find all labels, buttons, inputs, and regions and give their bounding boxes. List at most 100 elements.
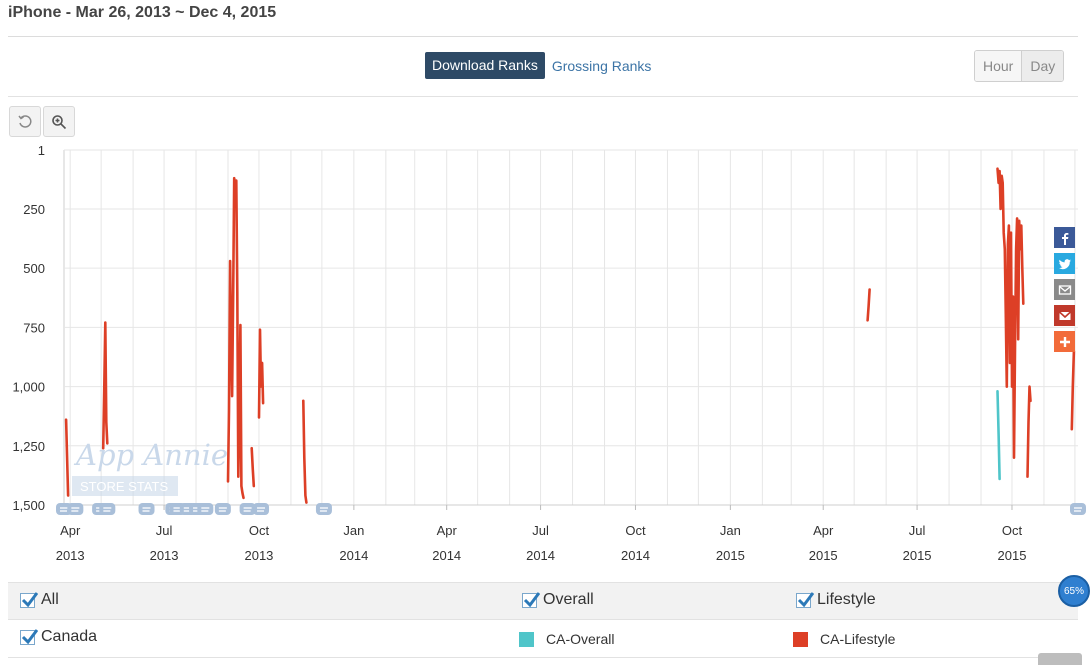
day-button[interactable]: Day: [1021, 51, 1064, 81]
chart-x-axis: Apr 2013 Jul 2013 Oct 2013 Jan 2014 Apr 2014 Jul 20…: [56, 505, 1027, 563]
filter-overall-label: Overall: [543, 591, 594, 608]
download-ranks-tab[interactable]: Download Ranks: [425, 52, 545, 79]
x-tick-year: 2015: [716, 548, 745, 563]
zoom-button[interactable]: [43, 106, 75, 137]
filter-lifestyle-label: Lifestyle: [817, 591, 876, 608]
annotation-marker-icon: [239, 503, 256, 515]
legend-swatch-ca-lifestyle: [793, 631, 808, 647]
chart-y-axis: 1 250 500 750 1,000 1,250 1,500: [12, 143, 45, 513]
x-tick-year: 2014: [339, 548, 368, 563]
y-tick-label: 250: [23, 202, 45, 217]
x-tick-month: Jul: [156, 523, 173, 538]
x-tick-year: 2015: [809, 548, 838, 563]
x-tick-year: 2014: [432, 548, 461, 563]
reset-zoom-button[interactable]: [9, 106, 41, 137]
checkbox-canada[interactable]: [20, 628, 38, 645]
series-ca-lifestyle: [64, 167, 1076, 504]
checkmark-icon: [21, 591, 38, 607]
divider: [8, 96, 1078, 97]
legend-swatch-ca-overall: [519, 631, 534, 647]
hour-button[interactable]: Hour: [975, 51, 1022, 81]
x-tick-year: 2015: [998, 548, 1027, 563]
x-tick-year: 2013: [150, 548, 179, 563]
reset-icon: [18, 114, 32, 128]
legend-label-ca-lifestyle: CA-Lifestyle: [820, 631, 896, 647]
app-annie-watermark: App Annie STORE STATS: [72, 438, 228, 496]
series-line-ca-lifestyle: [1070, 349, 1076, 431]
annotation-marker-icon: [315, 503, 332, 515]
x-tick-month: Jul: [909, 523, 926, 538]
grossing-ranks-tab[interactable]: Grossing Ranks: [551, 57, 652, 74]
marker-bubble: [138, 503, 155, 515]
series-line-ca-lifestyle: [101, 321, 109, 450]
x-tick-year: 2013: [56, 548, 85, 563]
gmail-icon[interactable]: [1054, 305, 1075, 326]
marker-bubble: [67, 503, 84, 515]
series-line-ca-lifestyle: [250, 446, 256, 488]
filter-overall[interactable]: Overall: [522, 591, 594, 609]
y-tick-label: 750: [23, 320, 45, 335]
filter-lifestyle[interactable]: Lifestyle: [796, 591, 876, 609]
legend-label-ca-overall: CA-Overall: [546, 631, 615, 647]
filter-all[interactable]: All: [20, 591, 59, 609]
x-tick-month: Apr: [813, 523, 834, 538]
x-tick-month: Jan: [720, 523, 741, 538]
filter-all-label: All: [41, 591, 59, 608]
twitter-icon[interactable]: [1054, 253, 1075, 274]
annotation-marker-icon: [197, 503, 214, 515]
annotation-marker-icon: [1070, 503, 1086, 515]
checkbox-overall[interactable]: [522, 591, 540, 608]
watermark-logo-text: App Annie: [73, 438, 228, 472]
y-tick-label: 500: [23, 261, 45, 276]
y-tick-label: 1,250: [12, 439, 45, 454]
chart-series-layer: [64, 167, 1076, 504]
series-line-ca-lifestyle: [257, 328, 265, 419]
y-tick-label: 1,500: [12, 498, 45, 513]
legend-filter-row: All Overall Lifestyle: [8, 582, 1078, 620]
zoom-in-icon: [52, 114, 67, 129]
x-tick-year: 2014: [526, 548, 555, 563]
x-tick-month: Oct: [249, 523, 270, 538]
annotation-marker-icon: [253, 503, 270, 515]
legend-item-ca-overall[interactable]: CA-Overall: [519, 631, 614, 647]
marker-bubble: [253, 503, 270, 515]
checkbox-lifestyle[interactable]: [796, 591, 814, 608]
legend-series-row: Canada CA-Overall CA-Lifestyle: [8, 620, 1078, 658]
legend-item-ca-lifestyle[interactable]: CA-Lifestyle: [793, 631, 895, 647]
progress-badge[interactable]: 65%: [1058, 575, 1090, 607]
facebook-icon[interactable]: [1054, 227, 1075, 248]
marker-bubble: [197, 503, 214, 515]
watermark-banner: [72, 476, 178, 496]
scroll-to-top-tab[interactable]: [1038, 653, 1082, 665]
more-share-icon[interactable]: [1054, 331, 1075, 352]
chart-annotation-markers: [56, 503, 1086, 515]
period-toggle: Hour Day: [974, 50, 1065, 82]
series-line-ca-lifestyle: [996, 167, 1025, 459]
email-icon[interactable]: [1054, 279, 1075, 300]
series-line-ca-lifestyle: [301, 399, 308, 504]
annotation-marker-icon: [99, 503, 116, 515]
marker-bubble: [99, 503, 116, 515]
y-tick-label: 1: [38, 143, 45, 158]
y-tick-label: 1,000: [12, 380, 45, 395]
checkmark-icon: [21, 628, 38, 644]
x-tick-month: Jan: [343, 523, 364, 538]
x-tick-month: Apr: [437, 523, 458, 538]
checkbox-all[interactable]: [20, 591, 38, 608]
x-tick-year: 2013: [244, 548, 273, 563]
annotation-marker-icon: [138, 503, 155, 515]
series-line-ca-lifestyle: [866, 288, 871, 322]
checkmark-icon: [797, 591, 814, 607]
x-tick-month: Apr: [60, 523, 81, 538]
series-ca-overall: [996, 390, 1001, 481]
marker-bubble: [214, 503, 231, 515]
rank-type-tabs: Download Ranks Grossing Ranks: [425, 52, 651, 79]
marker-bubble: [1070, 503, 1086, 515]
x-tick-year: 2015: [903, 548, 932, 563]
filter-canada-label: Canada: [41, 628, 98, 645]
series-line-ca-lifestyle: [226, 176, 245, 500]
filter-canada[interactable]: Canada: [20, 628, 97, 646]
series-line-ca-lifestyle: [64, 418, 70, 497]
legend-panel: All Overall Lifestyle Canada CA-Overall …: [8, 582, 1078, 660]
x-tick-year: 2014: [621, 548, 650, 563]
